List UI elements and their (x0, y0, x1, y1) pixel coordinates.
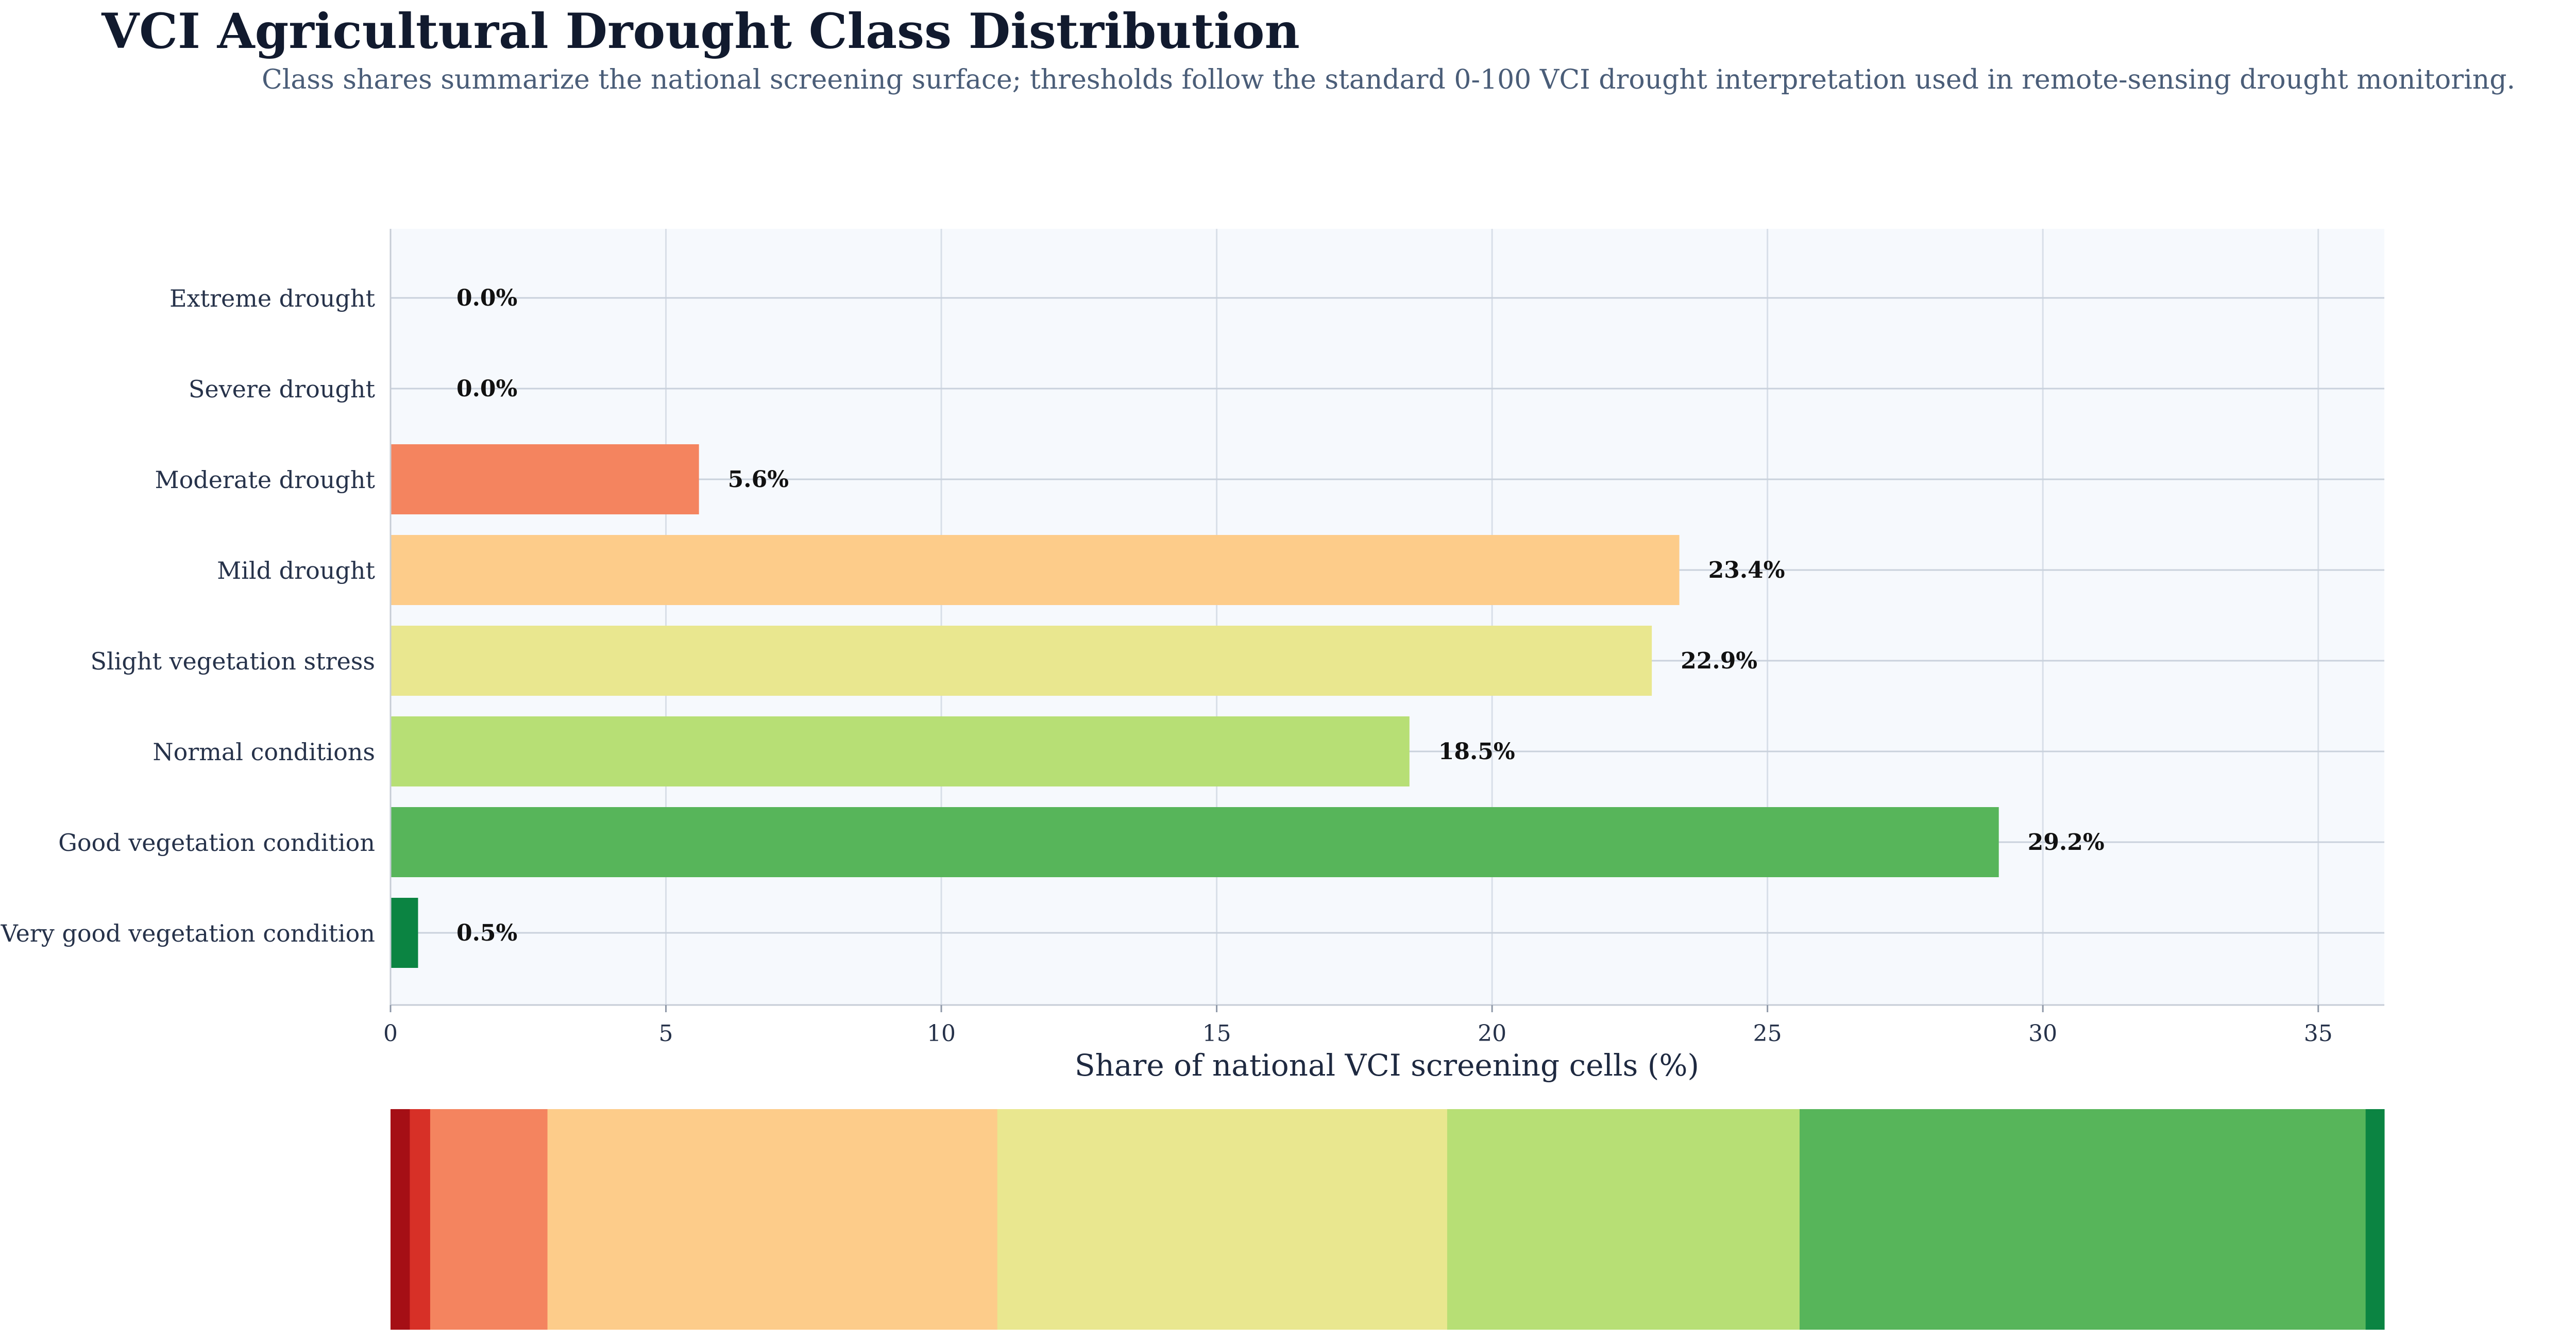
category-label-0: Extreme drought (170, 284, 376, 312)
category-label-6: Good vegetation condition (58, 829, 375, 857)
bar-6 (391, 807, 1999, 877)
category-label-1: Severe drought (189, 375, 376, 403)
plot-area: Extreme drought 0.0% Severe drought 0.0% Mod… (1, 229, 2384, 1047)
bar-7 (391, 898, 418, 968)
value-label-7: 0.5% (456, 920, 517, 946)
category-label-3: Mild drought (217, 557, 375, 584)
value-label-0: 0.0% (456, 285, 517, 311)
chart-title: VCI Agricultural Drought Class Distribut… (101, 3, 1300, 60)
value-label-1: 0.0% (456, 376, 517, 402)
strip-segment-3 (547, 1109, 998, 1330)
strip-segment-2 (430, 1109, 548, 1330)
strip-segment-1 (410, 1109, 431, 1330)
strip-segment-7 (2365, 1109, 2385, 1330)
composition-strip (391, 1109, 2385, 1330)
category-label-4: Slight vegetation stress (90, 647, 375, 675)
category-label-5: Normal conditions (152, 738, 375, 766)
value-label-3: 23.4% (1708, 557, 1785, 583)
x-tick-label-3: 15 (1202, 1020, 1231, 1047)
strip-segment-6 (1799, 1109, 2366, 1330)
x-tick-label-4: 20 (1478, 1020, 1506, 1047)
plot-background (391, 229, 2384, 1005)
strip-segment-5 (1447, 1109, 1800, 1330)
bar-2 (391, 444, 699, 514)
value-label-2: 5.6% (728, 466, 789, 493)
category-label-7: Very good vegetation condition (1, 919, 375, 947)
bar-3 (391, 535, 1680, 605)
x-tick-label-6: 30 (2028, 1020, 2057, 1047)
strip-segment-4 (997, 1109, 1448, 1330)
category-label-2: Moderate drought (155, 466, 375, 494)
x-tick-label-2: 10 (927, 1020, 956, 1047)
bar-4 (391, 626, 1652, 696)
value-label-6: 29.2% (2028, 829, 2105, 856)
strip-segment-0 (391, 1109, 410, 1330)
x-tick-label-5: 25 (1753, 1020, 1782, 1047)
value-label-4: 22.9% (1681, 648, 1757, 674)
chart-subtitle: Class shares summarize the national scre… (262, 64, 2515, 95)
x-tick-label-7: 35 (2304, 1020, 2333, 1047)
x-tick-label-0: 0 (383, 1020, 398, 1047)
bar-5 (391, 716, 1410, 786)
x-axis-title: Share of national VCI screening cells (%… (1075, 1048, 1699, 1083)
value-label-5: 18.5% (1438, 739, 1515, 765)
x-tick-label-1: 5 (659, 1020, 673, 1047)
